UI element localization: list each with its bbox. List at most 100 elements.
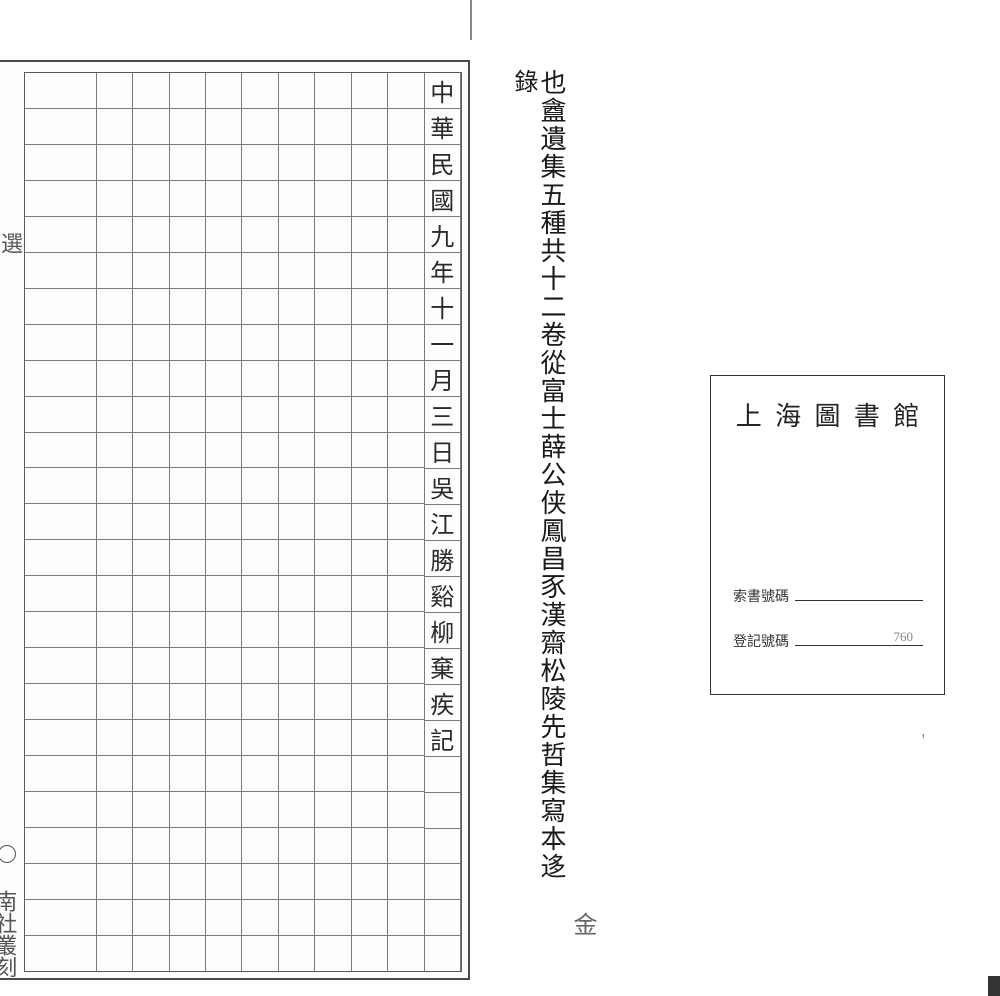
grid-cell [279,253,314,289]
grid-cell [133,684,168,720]
grid-cell [97,612,132,648]
grid-cell [352,253,387,289]
grid-cell [60,325,95,361]
grid-cell [170,864,205,900]
grid-cell [206,936,241,971]
grid-cell [97,936,132,971]
grid-cell [133,181,168,217]
grid-cell [133,504,168,540]
grid-cell [279,540,314,576]
library-card: 上海圖書館 索書號碼 登記號碼 760 [710,375,945,695]
grid-cell [388,612,423,648]
grid-cell [279,828,314,864]
grid-cell [206,397,241,433]
grid-cell [315,325,350,361]
grid-cell: 中 [425,73,460,109]
grid-cell [25,217,60,253]
grid-cell [206,289,241,325]
grid-cell [97,397,132,433]
grid-cell [170,361,205,397]
grid-cell [388,504,423,540]
grid-cell [60,720,95,756]
grid-cell [242,936,277,971]
grid-cell [25,900,60,936]
grid-cell [206,217,241,253]
grid-cell [388,109,423,145]
grid-cell [97,145,132,181]
grid-cell [170,433,205,469]
bottom-edge-mark [988,976,1000,996]
grid-cell [170,325,205,361]
grid-cell [242,361,277,397]
grid-cell [60,181,95,217]
grid-cell [315,756,350,792]
library-title-char: 圖 [814,396,840,433]
grid-cell [352,468,387,504]
grid-cell [315,73,350,109]
grid-cell [133,720,168,756]
grid-cell: 月 [425,361,460,397]
grid-cell [133,253,168,289]
grid-column [279,73,315,971]
grid-cell [388,145,423,181]
grid-cell: 江 [425,505,460,541]
grid-cell [315,792,350,828]
grid-cell [206,900,241,936]
grid-cell [242,504,277,540]
grid-cell [170,468,205,504]
library-title-char: 上 [736,396,762,433]
grid-cell [25,720,60,756]
grid-cell [388,792,423,828]
grid-cell [170,828,205,864]
grid-cell [97,864,132,900]
grid-cell [206,720,241,756]
grid-cell [170,217,205,253]
grid-cell [242,468,277,504]
grid-cell [279,684,314,720]
grid-cell [25,936,60,971]
grid-cell [425,793,460,829]
library-title-char: 館 [893,396,919,433]
grid-column [25,73,60,971]
grid-cell [279,576,314,612]
grid-cell: 吳 [425,469,460,505]
grid-cell [60,648,95,684]
grid-cell [352,792,387,828]
grid-cell [315,648,350,684]
grid-cell [352,181,387,217]
grid-cell [352,73,387,109]
grid-cell [315,145,350,181]
grid-cell [25,361,60,397]
grid-cell [242,253,277,289]
grid-cell [206,325,241,361]
library-title-char: 海 [775,396,801,433]
page-fold-line [470,0,472,40]
grid-cell [425,936,460,971]
grid-cell [206,828,241,864]
grid-cell [97,109,132,145]
grid-cell [25,325,60,361]
grid-cell [388,325,423,361]
grid-cell [279,504,314,540]
grid-cell [388,181,423,217]
grid-cell [170,540,205,576]
grid-cell [97,468,132,504]
grid-cell [388,576,423,612]
grid-cell [242,648,277,684]
grid-cell [25,109,60,145]
grid-cell [60,936,95,971]
grid-cell [133,433,168,469]
grid-cell [25,145,60,181]
grid-cell [206,684,241,720]
grid-cell [315,900,350,936]
grid-cell [97,684,132,720]
grid-cell: 國 [425,181,460,217]
grid-cell [170,792,205,828]
grid-column [206,73,242,971]
grid-cell [315,289,350,325]
text-column-2: 錄 [507,65,535,965]
grid-cell: 三 [425,397,460,433]
grid-cell [388,900,423,936]
grid-cell [97,289,132,325]
grid-column [242,73,278,971]
